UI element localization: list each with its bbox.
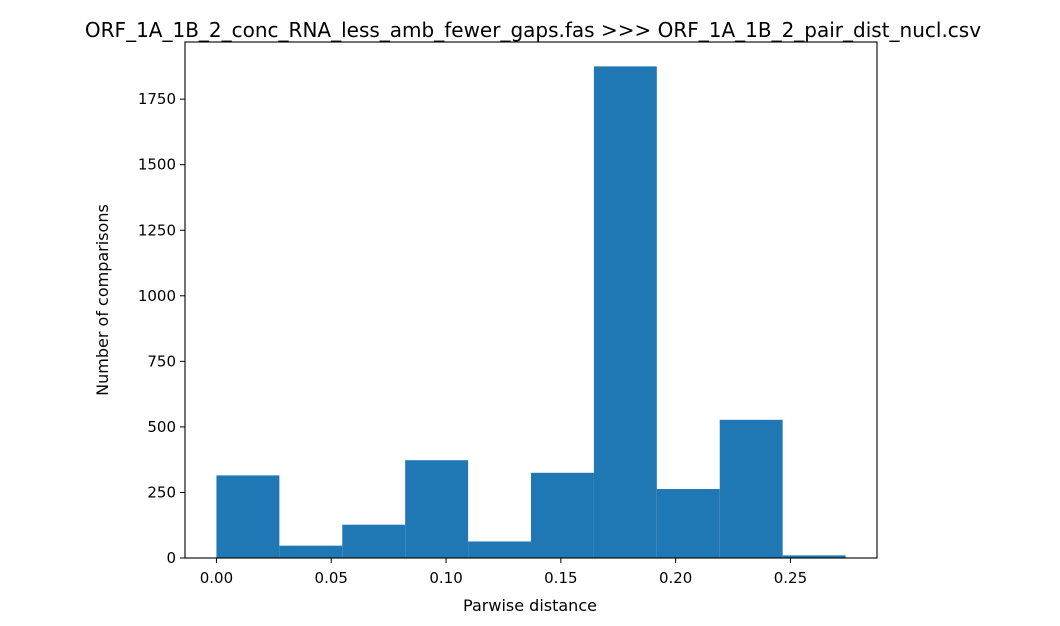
- y-tick-label: 1250: [138, 221, 176, 239]
- y-axis-ticks: 0 250 500 750 1000 1250 1500 1750: [138, 90, 185, 567]
- histogram-bar: [593, 66, 657, 558]
- histogram-bar: [405, 460, 469, 558]
- y-tick-label: 500: [147, 418, 176, 436]
- y-tick-label: 250: [147, 483, 176, 501]
- histogram-bar: [656, 489, 720, 558]
- x-axis-label: Parwise distance: [463, 596, 597, 615]
- y-tick-label: 1500: [138, 156, 176, 174]
- histogram-bar: [279, 545, 343, 558]
- histogram-bar: [782, 555, 846, 558]
- x-axis-ticks: 0.00 0.05 0.10 0.15 0.20 0.25: [200, 558, 807, 587]
- x-tick-label: 0.00: [200, 569, 233, 587]
- y-tick-label: 0: [166, 549, 176, 567]
- histogram-bar: [342, 524, 406, 558]
- x-tick-label: 0.15: [544, 569, 577, 587]
- x-tick-label: 0.10: [429, 569, 462, 587]
- histogram-bar: [531, 472, 594, 558]
- x-tick-label: 0.05: [315, 569, 348, 587]
- histogram-bars: [216, 66, 846, 558]
- plot-frame: [184, 41, 878, 559]
- x-tick-label: 0.20: [659, 569, 692, 587]
- x-tick-label: 0.25: [774, 569, 807, 587]
- chart-title: ORF_1A_1B_2_conc_RNA_less_amb_fewer_gaps…: [85, 18, 981, 42]
- y-tick-label: 750: [147, 352, 176, 370]
- y-tick-label: 1750: [138, 90, 176, 108]
- y-axis-label: Number of comparisons: [93, 204, 112, 396]
- histogram-bar: [468, 541, 531, 558]
- histogram-bar: [216, 475, 280, 558]
- histogram-bar: [719, 419, 783, 558]
- y-tick-label: 1000: [138, 287, 176, 305]
